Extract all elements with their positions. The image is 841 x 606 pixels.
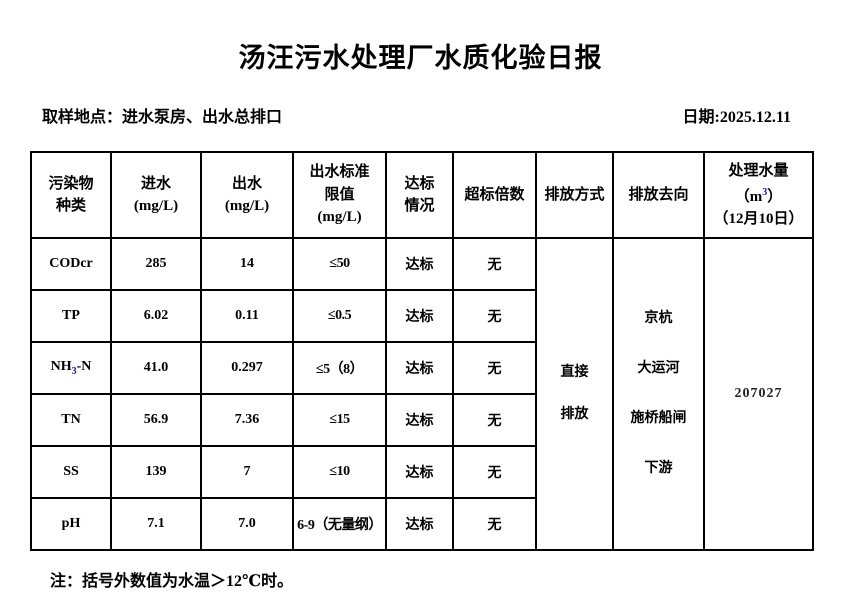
col-header-effluent: 出水 (mg/L): [200, 151, 294, 239]
pollutant-name-cell: CODcr: [30, 237, 112, 291]
header-row: 污染物 种类 进水 (mg/L) 出水 (mg/L) 出水标准 限值 (mg/L…: [30, 151, 814, 239]
compliance-cell: 达标: [385, 341, 454, 395]
col-header-effluent-limit: 出水标准 限值 (mg/L): [292, 151, 387, 239]
compliance-cell: 达标: [385, 289, 454, 343]
compliance-cell: 达标: [385, 237, 454, 291]
exceedance-cell: 无: [452, 445, 537, 499]
exceedance-cell: 无: [452, 497, 537, 551]
processed-volume-date: （12月10日）: [713, 211, 804, 227]
discharge-destination-cell: 京杭 大运河 施桥船闸 下游: [612, 237, 705, 551]
col-header-pollutant-type: 污染物 种类: [30, 151, 112, 239]
col-header-discharge-destination: 排放去向: [612, 151, 705, 239]
report-title: 汤汪污水处理厂水质化验日报: [238, 43, 603, 73]
effluent-value-cell: 0.297: [200, 341, 294, 395]
discharge-method-line: 直接: [560, 365, 589, 380]
col-header-processed-volume: 处理水量 （m3） （12月10日）: [703, 151, 814, 239]
col-header-influent: 进水 (mg/L): [110, 151, 202, 239]
discharge-destination-line: 大运河: [637, 361, 680, 376]
pollutant-name-cell: SS: [30, 445, 112, 499]
unit-close-paren: ）: [767, 189, 783, 205]
compliance-cell: 达标: [385, 445, 454, 499]
limit-value-cell: ≤50: [292, 237, 387, 291]
table-row-codcr: CODcr 285 14 ≤50 达标 无 直接 排放 京杭 大运河 施桥船闸 …: [30, 237, 814, 551]
influent-value-cell: 6.02: [110, 289, 202, 343]
pollutant-name-cell: pH: [30, 497, 112, 551]
table-row-tn: TN 56.9 7.36 ≤15 达标 无: [30, 393, 813, 447]
effluent-value-cell: 7.36: [200, 393, 294, 447]
water-quality-table: 污染物 种类 进水 (mg/L) 出水 (mg/L) 出水标准 限值 (mg/L…: [30, 151, 814, 551]
sample-location-label: 取样地点：进水泵房、出水总排口: [42, 109, 283, 126]
nh3n-subscript: 3: [71, 365, 77, 377]
pollutant-name-cell: TP: [30, 289, 112, 343]
cubic-meter-superscript: 3: [762, 187, 768, 198]
processed-volume-unit: （m3）: [705, 182, 812, 208]
influent-value-cell: 41.0: [110, 341, 202, 395]
col-header-compliance: 达标 情况: [385, 151, 454, 239]
meta-row: 取样地点：进水泵房、出水总排口 日期:2025.12.11: [42, 103, 791, 127]
report-date-label: 日期:2025.12.11: [682, 109, 791, 126]
influent-value-cell: 139: [110, 445, 202, 499]
pollutant-name-cell: TN: [30, 393, 112, 447]
limit-value-cell: ≤5（8）: [292, 341, 387, 395]
col-header-discharge-method: 排放方式: [535, 151, 614, 239]
table-row-tp: TP 6.02 0.11 ≤0.5 达标 无: [30, 289, 813, 343]
limit-value-cell: ≤0.5: [292, 289, 387, 343]
discharge-method-cell: 直接 排放: [535, 237, 614, 551]
influent-value-cell: 285: [110, 237, 202, 291]
limit-value-cell: ≤15: [292, 393, 387, 447]
col-header-exceedance-multiple: 超标倍数: [452, 151, 537, 239]
discharge-method-line: 排放: [560, 407, 589, 422]
limit-value-cell: ≤10: [292, 445, 387, 499]
nh3n-prefix: NH: [50, 359, 72, 375]
compliance-cell: 达标: [385, 497, 454, 551]
table-row-nh3n: NH3-N 41.0 0.297 ≤5（8） 达标 无: [30, 341, 813, 395]
table-row-ss: SS 139 7 ≤10 达标 无: [30, 445, 813, 499]
effluent-value-cell: 0.11: [200, 289, 294, 343]
effluent-value-cell: 7.0: [200, 497, 294, 551]
effluent-value-cell: 7: [200, 445, 294, 499]
processed-volume-value-cell: 207027: [703, 237, 814, 551]
table-row-ph: pH 7.1 7.0 6-9（无量纲） 达标 无: [30, 497, 813, 551]
discharge-destination-line: 施桥船闸: [630, 411, 687, 426]
processed-volume-title: 处理水量: [728, 163, 789, 179]
exceedance-cell: 无: [452, 289, 537, 343]
exceedance-cell: 无: [452, 393, 537, 447]
discharge-destination-line: 京杭: [644, 311, 673, 326]
nh3n-suffix: -N: [76, 359, 92, 375]
exceedance-cell: 无: [452, 341, 537, 395]
exceedance-cell: 无: [452, 237, 537, 291]
footnote: 注：括号外数值为水温＞12℃时。: [50, 573, 294, 590]
influent-value-cell: 7.1: [110, 497, 202, 551]
influent-value-cell: 56.9: [110, 393, 202, 447]
unit-open-paren: （m: [734, 189, 763, 205]
limit-value-cell: 6-9（无量纲）: [292, 497, 387, 551]
effluent-value-cell: 14: [200, 237, 294, 291]
discharge-destination-line: 下游: [644, 461, 673, 476]
compliance-cell: 达标: [385, 393, 454, 447]
pollutant-name-cell: NH3-N: [30, 341, 112, 395]
